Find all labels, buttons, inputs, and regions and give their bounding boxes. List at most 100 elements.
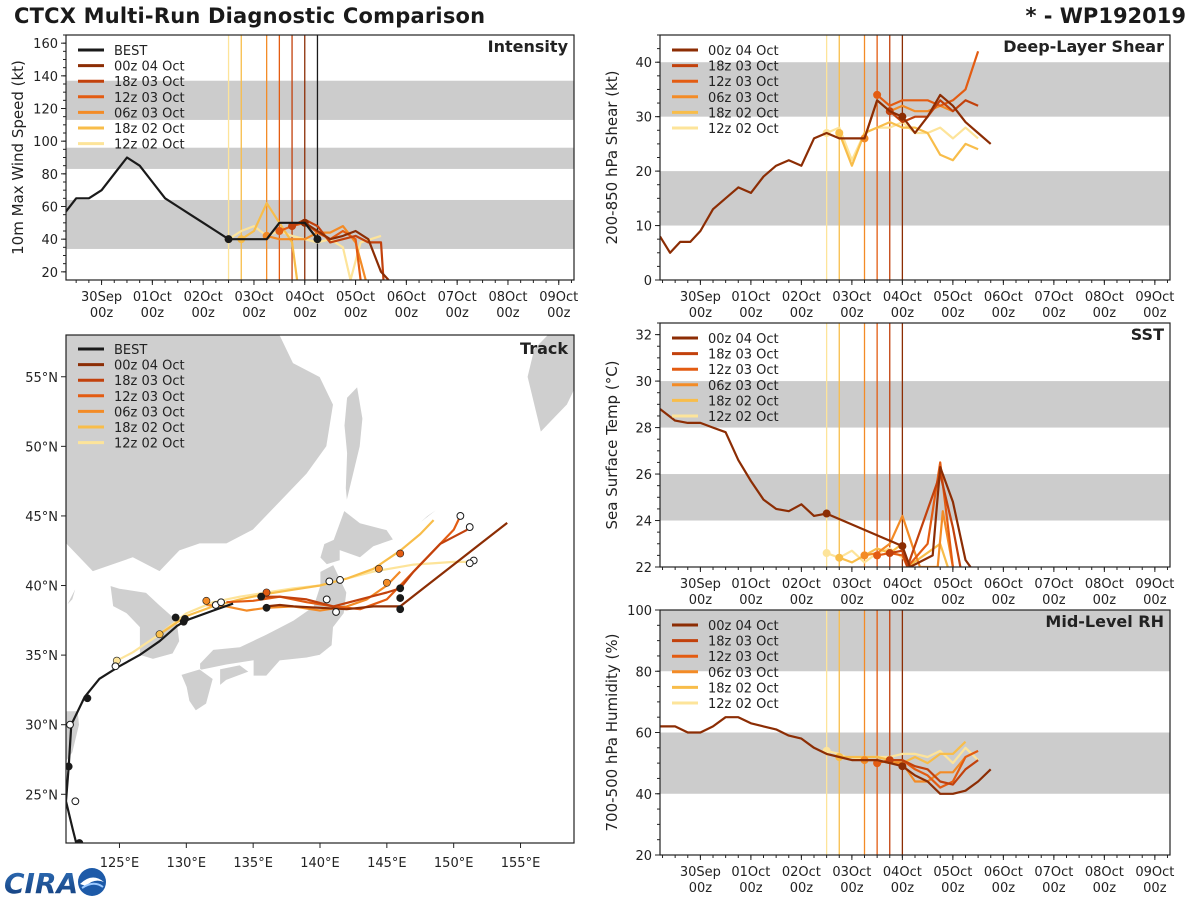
x-tick-hour: 00z xyxy=(941,306,965,321)
shaded-band xyxy=(66,147,574,169)
series-marker xyxy=(835,129,844,137)
y-tick-label: 24 xyxy=(635,515,652,530)
y-axis-label: Sea Surface Temp (°C) xyxy=(603,360,621,529)
track-position-filled xyxy=(382,578,391,587)
series-marker xyxy=(873,551,882,560)
y-tick-label: 20 xyxy=(635,165,652,180)
track-position-hollow xyxy=(325,577,334,586)
y-tick-label: 32 xyxy=(635,329,652,344)
series-marker xyxy=(313,235,322,244)
shaded-band xyxy=(660,62,1170,117)
x-tick-day: 04Oct xyxy=(883,865,922,880)
track-line xyxy=(206,570,401,612)
panel-title: Intensity xyxy=(488,37,569,56)
lon-tick-label: 130°E xyxy=(167,856,207,871)
x-tick-day: 02Oct xyxy=(782,865,821,880)
track-position-hollow xyxy=(217,598,225,607)
x-tick-day: 02Oct xyxy=(184,290,223,305)
legend-label: 00z 04 Oct xyxy=(114,359,185,374)
x-tick-day: 08Oct xyxy=(488,290,527,305)
track-position-filled xyxy=(66,762,73,771)
y-tick-label: 22 xyxy=(635,561,652,576)
land-polygon xyxy=(66,335,334,573)
y-tick-label: 100 xyxy=(627,604,652,619)
y-axis-label: 700-500 hPa Humidity (%) xyxy=(603,633,621,831)
land-polygon xyxy=(319,509,395,566)
y-tick-label: 160 xyxy=(33,37,58,52)
x-tick-hour: 00z xyxy=(90,306,114,321)
y-tick-label: 60 xyxy=(41,201,58,216)
x-tick-day: 07Oct xyxy=(1034,290,1073,305)
x-tick-day: 09Oct xyxy=(1135,865,1174,880)
x-tick-hour: 00z xyxy=(840,881,864,896)
series-marker xyxy=(898,762,907,771)
x-tick-hour: 00z xyxy=(689,881,713,896)
track-position-hollow xyxy=(71,797,80,806)
track-position-hollow xyxy=(332,608,340,616)
series-marker xyxy=(288,222,297,231)
track-position-hollow xyxy=(322,595,331,604)
series-line xyxy=(660,408,972,567)
x-tick-day: 06Oct xyxy=(984,290,1023,305)
legend-label: 12z 03 Oct xyxy=(708,650,779,665)
track-line xyxy=(266,522,508,611)
legend-label: 12z 02 Oct xyxy=(708,410,779,425)
logo-text: CIRA xyxy=(4,867,78,898)
legend-label: 00z 04 Oct xyxy=(114,60,185,75)
panel-title: SST xyxy=(1131,325,1164,344)
y-tick-label: 120 xyxy=(33,103,58,118)
land-polygon xyxy=(180,668,214,712)
series-line xyxy=(66,156,319,241)
x-tick-hour: 00z xyxy=(891,881,915,896)
x-tick-hour: 00z xyxy=(1093,306,1117,321)
track-position-filled xyxy=(155,630,164,639)
panel-title: Track xyxy=(520,339,568,358)
x-tick-day: 08Oct xyxy=(1085,577,1124,592)
x-tick-hour: 00z xyxy=(891,593,915,608)
y-tick-label: 40 xyxy=(635,56,652,71)
track-position-hollow xyxy=(111,662,120,671)
x-tick-hour: 00z xyxy=(1093,593,1117,608)
shaded-band xyxy=(660,381,1170,428)
legend-label: 18z 03 Oct xyxy=(114,374,185,389)
track-position-filled xyxy=(262,588,271,597)
legend-label: 12z 02 Oct xyxy=(114,138,185,153)
legend-label: 06z 03 Oct xyxy=(708,379,779,394)
lon-tick-label: 145°E xyxy=(367,856,407,871)
lat-tick-label: 55°N xyxy=(25,371,58,386)
legend-label: 00z 04 Oct xyxy=(708,619,779,634)
x-tick-day: 30Sep xyxy=(680,577,721,592)
x-tick-day: 01Oct xyxy=(731,865,770,880)
y-tick-label: 40 xyxy=(635,788,652,803)
legend-label: 18z 02 Oct xyxy=(114,122,185,137)
legend-label: 00z 04 Oct xyxy=(708,44,779,59)
track-position-filled xyxy=(257,592,266,601)
land-polygon xyxy=(66,585,78,607)
legend-label: 12z 03 Oct xyxy=(708,363,779,378)
x-tick-hour: 00z xyxy=(242,306,266,321)
x-tick-hour: 00z xyxy=(689,306,713,321)
y-tick-label: 20 xyxy=(41,266,58,281)
track-position-filled xyxy=(171,613,180,622)
series-line xyxy=(838,121,979,167)
x-tick-day: 05Oct xyxy=(933,865,972,880)
x-tick-hour: 00z xyxy=(1042,881,1066,896)
legend-label: 18z 03 Oct xyxy=(708,635,779,650)
y-tick-label: 20 xyxy=(635,849,652,864)
shaded-band xyxy=(660,732,1170,794)
y-tick-label: 60 xyxy=(635,727,652,742)
x-tick-hour: 00z xyxy=(992,881,1016,896)
x-tick-day: 07Oct xyxy=(1034,865,1073,880)
x-tick-day: 08Oct xyxy=(1085,290,1124,305)
land-polygon xyxy=(343,385,364,503)
x-tick-hour: 00z xyxy=(1093,881,1117,896)
x-tick-day: 30Sep xyxy=(680,865,721,880)
y-tick-label: 30 xyxy=(635,111,652,126)
x-tick-hour: 00z xyxy=(790,593,814,608)
x-tick-hour: 00z xyxy=(790,881,814,896)
x-tick-hour: 00z xyxy=(141,306,165,321)
panel-title: Deep-Layer Shear xyxy=(1003,37,1164,56)
legend-label: 18z 03 Oct xyxy=(708,348,779,363)
legend-label: 12z 03 Oct xyxy=(114,390,185,405)
